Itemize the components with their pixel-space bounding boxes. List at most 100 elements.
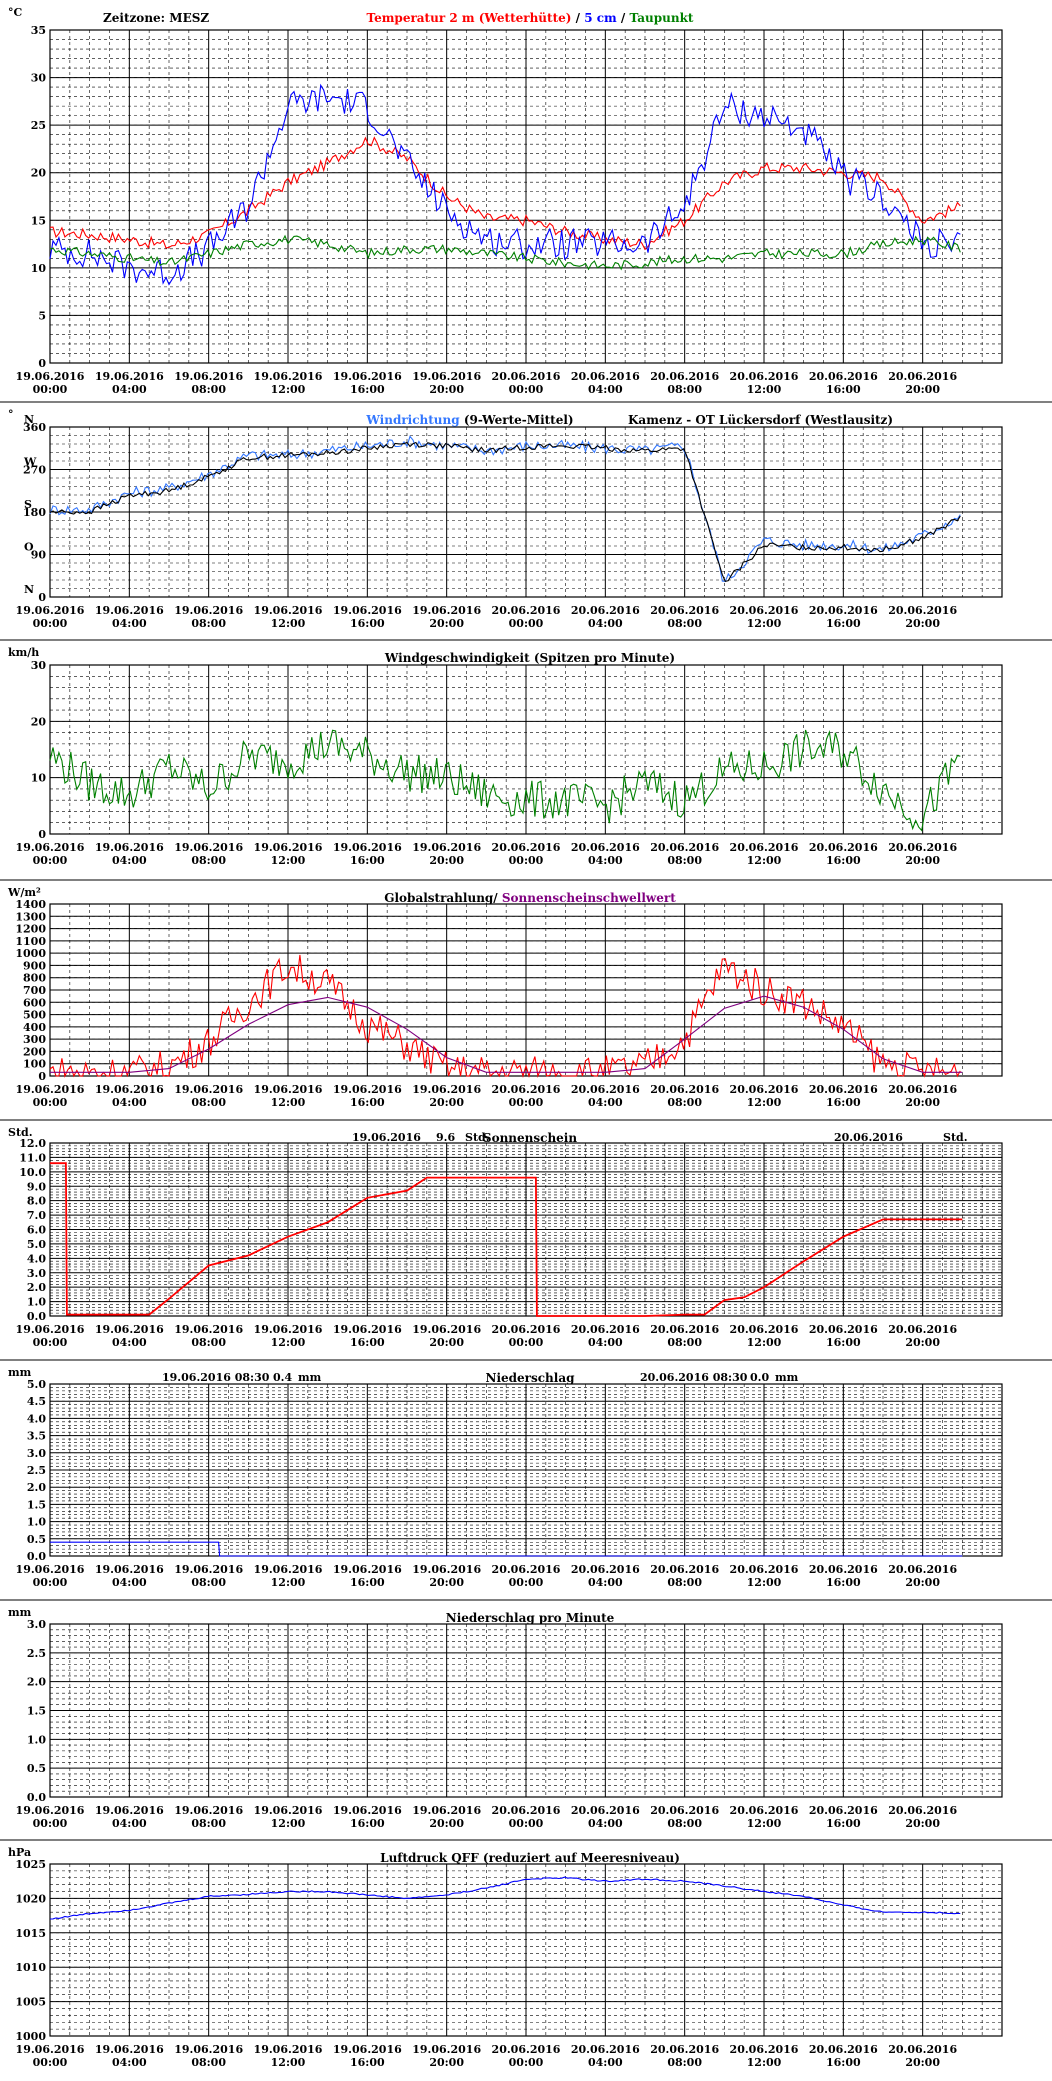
x-tick-time: 20:00: [429, 1336, 464, 1349]
x-tick-time: 20:00: [905, 854, 940, 867]
x-tick-time: 04:00: [588, 1096, 623, 1109]
major-grid: [50, 1383, 1002, 1557]
x-tick-date: 20.06.2016: [888, 1083, 957, 1096]
day-total-unit: Std.: [465, 1131, 490, 1144]
x-tick-time: 16:00: [826, 854, 861, 867]
x-tick-date: 19.06.2016: [254, 841, 323, 854]
x-tick-time: 20:00: [905, 1096, 940, 1109]
x-tick-time: 00:00: [33, 617, 68, 630]
x-tick-date: 19.06.2016: [174, 1323, 243, 1336]
compass-label: N: [24, 583, 34, 596]
x-tick-date: 20.06.2016: [888, 604, 957, 617]
x-tick-time: 08:00: [191, 1336, 226, 1349]
period-total-date: 20.06.2016 08:30: [640, 1371, 748, 1384]
y-tick-label: 2.5: [27, 1464, 46, 1477]
y-tick-label: 1.0: [27, 1296, 46, 1309]
y-tick-label: 5.0: [27, 1238, 46, 1251]
y-tick-label: 20: [31, 715, 47, 728]
x-tick-time: 08:00: [191, 1576, 226, 1589]
x-tick-date: 20.06.2016: [809, 604, 878, 617]
x-tick-date: 19.06.2016: [174, 2043, 243, 2056]
chart-title: Niederschlag pro Minute: [446, 1611, 615, 1625]
x-tick-time: 20:00: [905, 617, 940, 630]
chart-wind_speed: 0102030km/h19.06.201600:0019.06.201604:0…: [0, 639, 1052, 867]
x-tick-date: 19.06.2016: [16, 1563, 85, 1576]
x-tick-time: 04:00: [588, 1576, 623, 1589]
x-tick-date: 19.06.2016: [412, 370, 481, 383]
x-tick-time: 04:00: [112, 854, 147, 867]
x-tick-time: 12:00: [271, 1336, 306, 1349]
chart-title: Temperatur 2 m (Wetterhütte) / 5 cm / Ta…: [367, 11, 694, 25]
x-tick-time: 12:00: [747, 1336, 782, 1349]
y-tick-label: 4.0: [27, 1412, 46, 1425]
title-part: Taupunkt: [629, 11, 693, 25]
x-tick-date: 19.06.2016: [254, 604, 323, 617]
series-wind_direction-1: [49, 441, 961, 583]
x-tick-time: 08:00: [191, 1096, 226, 1109]
x-tick-time: 16:00: [826, 2056, 861, 2069]
x-tick-date: 20.06.2016: [730, 1323, 799, 1336]
x-tick-time: 12:00: [747, 854, 782, 867]
x-tick-date: 19.06.2016: [333, 1804, 402, 1817]
y-tick-label: 0: [38, 1070, 46, 1083]
unit-label: Std.: [8, 1126, 33, 1139]
chart-radiation: 0100200300400500600700800900100011001200…: [0, 879, 1052, 1109]
x-tick-date: 20.06.2016: [730, 604, 799, 617]
title-part: /: [617, 11, 630, 25]
x-tick-date: 19.06.2016: [412, 604, 481, 617]
x-tick-time: 16:00: [826, 1096, 861, 1109]
x-tick-time: 00:00: [33, 2056, 68, 2069]
x-tick-date: 19.06.2016: [95, 1323, 164, 1336]
x-tick-time: 16:00: [350, 383, 385, 396]
series-wind_speed-0: [49, 729, 961, 832]
x-tick-time: 08:00: [667, 2056, 702, 2069]
series-pressure-0: [49, 1876, 961, 1920]
chart-precipitation_minute: 0.00.51.01.52.02.53.0mm19.06.201600:0019…: [0, 1599, 1052, 1830]
x-tick-time: 20:00: [905, 1817, 940, 1830]
x-tick-time: 04:00: [112, 1576, 147, 1589]
title-part: 5 cm: [584, 11, 617, 25]
x-tick-date: 20.06.2016: [809, 1083, 878, 1096]
title-part: (9-Werte-Mittel): [460, 413, 574, 427]
x-tick-time: 16:00: [826, 1817, 861, 1830]
x-tick-time: 12:00: [271, 1096, 306, 1109]
x-tick-date: 19.06.2016: [16, 1804, 85, 1817]
x-tick-date: 20.06.2016: [571, 2043, 640, 2056]
station-label: Kamenz - OT Lückersdorf (Westlausitz): [628, 413, 893, 427]
x-tick-date: 19.06.2016: [16, 604, 85, 617]
y-tick-label: 25: [31, 119, 46, 132]
chart-temperature: 05101520253035°C19.06.201600:0019.06.201…: [8, 6, 1003, 396]
x-tick-time: 12:00: [271, 1576, 306, 1589]
y-tick-label: 900: [23, 959, 46, 972]
x-tick-time: 04:00: [112, 1817, 147, 1830]
x-tick-time: 16:00: [350, 1336, 385, 1349]
compass-label: O: [24, 541, 34, 554]
y-tick-label: 360: [23, 421, 46, 434]
x-tick-time: 20:00: [429, 383, 464, 396]
chart-wind_direction: 090180270360NOSWN°19.06.201600:0019.06.2…: [0, 401, 1052, 630]
y-tick-label: 2.0: [27, 1676, 46, 1689]
x-tick-date: 19.06.2016: [95, 2043, 164, 2056]
x-tick-date: 19.06.2016: [333, 2043, 402, 2056]
plot-frame: [49, 29, 1003, 364]
y-tick-label: 10: [31, 772, 47, 785]
plot-frame: [49, 664, 1003, 835]
y-tick-label: 3.0: [27, 1618, 46, 1631]
y-tick-label: 7.0: [27, 1209, 46, 1222]
x-tick-time: 08:00: [667, 1576, 702, 1589]
x-tick-date: 19.06.2016: [412, 2043, 481, 2056]
x-tick-date: 20.06.2016: [571, 604, 640, 617]
chart-title: Windgeschwindigkeit (Spitzen pro Minute): [384, 651, 675, 665]
y-tick-label: 300: [23, 1033, 46, 1046]
plot-frame: [49, 1623, 1003, 1798]
series-sunshine-0: [50, 1162, 963, 1317]
y-tick-label: 10: [31, 262, 47, 275]
series-temperature-1: [49, 83, 961, 286]
x-tick-time: 00:00: [509, 2056, 544, 2069]
y-tick-label: 1.5: [27, 1705, 46, 1718]
chart-pressure: 100010051010101510201025hPa19.06.201600:…: [0, 1839, 1052, 2069]
y-tick-label: 5.0: [27, 1378, 46, 1391]
x-tick-time: 08:00: [191, 854, 226, 867]
x-tick-time: 16:00: [826, 383, 861, 396]
y-tick-label: 1010: [15, 1961, 46, 1974]
